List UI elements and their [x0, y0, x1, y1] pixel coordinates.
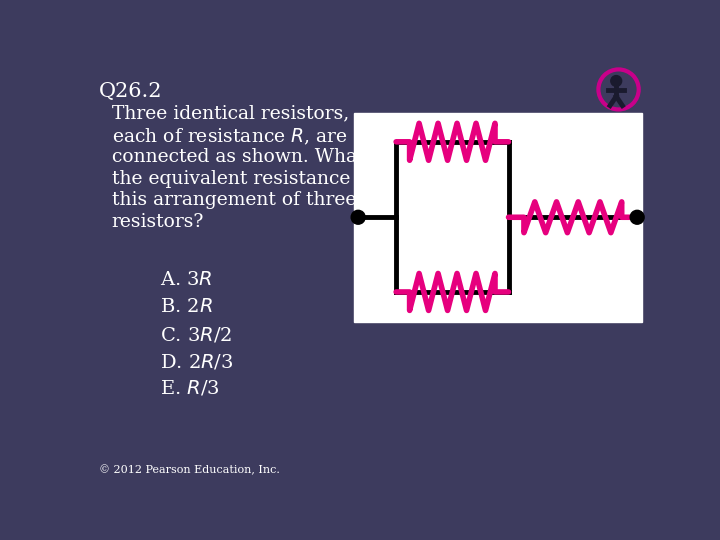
Circle shape — [351, 210, 365, 224]
Text: this arrangement of three: this arrangement of three — [112, 191, 356, 209]
FancyBboxPatch shape — [354, 112, 642, 322]
Text: B. 2$R$: B. 2$R$ — [160, 298, 212, 316]
Text: Three identical resistors,: Three identical resistors, — [112, 105, 349, 123]
Text: connected as shown. What is: connected as shown. What is — [112, 148, 386, 166]
Text: each of resistance $R$, are: each of resistance $R$, are — [112, 126, 348, 147]
Text: resistors?: resistors? — [112, 213, 204, 231]
Text: E. $R$/3: E. $R$/3 — [160, 379, 220, 398]
Circle shape — [611, 76, 621, 86]
Text: the equivalent resistance of: the equivalent resistance of — [112, 170, 374, 187]
Text: D. 2$R$/3: D. 2$R$/3 — [160, 352, 233, 371]
Text: C. 3$R$/2: C. 3$R$/2 — [160, 325, 232, 344]
Text: © 2012 Pearson Education, Inc.: © 2012 Pearson Education, Inc. — [99, 464, 280, 475]
Text: A. 3$R$: A. 3$R$ — [160, 271, 212, 289]
Text: Q26.2: Q26.2 — [99, 82, 163, 101]
Circle shape — [630, 210, 644, 224]
